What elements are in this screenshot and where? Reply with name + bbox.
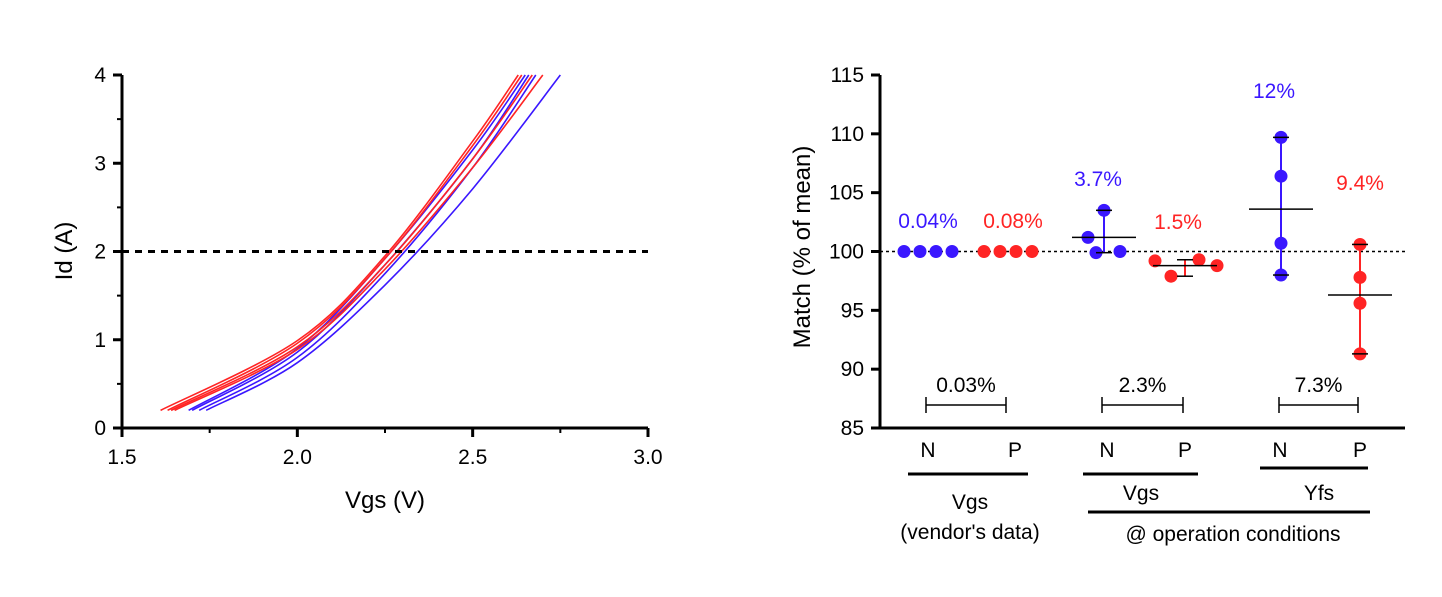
id-curve-blue-4 [188,74,526,412]
operation-conditions-label: @ operation conditions [1125,523,1340,546]
id-curve-red-6 [167,74,523,412]
y-tick-label: 2 [94,241,106,264]
y-axis-title: Id (A) [51,222,78,281]
x-ticks: 1.5 2.0 2.5 3.0 [107,428,663,469]
data-point [897,245,911,258]
y-ticks: 85 90 95 100 105 110 115 [829,64,880,440]
x-tick-label: 2.5 [458,446,487,469]
difference-brackets: 0.03% 2.3% 7.3% [925,374,1359,413]
x-tick-label: 3.0 [633,446,662,469]
y-tick-label: 4 [94,64,106,87]
y-tick-label: 90 [841,358,864,381]
group-label-vgs: Vgs [1123,482,1159,505]
difference-bracket-1: 2.3% [1101,374,1184,413]
id-vgs-curves [160,74,561,412]
data-point [1164,269,1178,283]
data-point [945,245,959,258]
id-curve-blue-1 [205,74,561,412]
y-axis-title: Match (% of mean) [789,146,816,349]
y-tick-label: 110 [831,123,864,146]
data-point [1353,270,1367,284]
column-5-red: 9.4% [1328,172,1392,361]
difference-label: 7.3% [1295,374,1343,397]
y-tick-label: 115 [831,64,864,87]
group-labels: Vgs (vendor's data) Vgs Yfs @ operation … [900,466,1370,546]
id-curve-blue-3 [191,74,530,412]
data-point [913,245,927,258]
sd-annotation: 9.4% [1336,172,1384,195]
y-tick-label: 1 [94,329,106,352]
category-label-n: N [1099,439,1114,462]
difference-label: 2.3% [1119,374,1167,397]
column-3-red: 1.5% [1148,211,1224,283]
sd-annotation: 0.04% [898,210,958,233]
y-tick-label: 105 [829,182,864,205]
data-point [1274,169,1288,183]
column-0-blue: 0.04% [897,210,959,258]
y-tick-label: 85 [841,417,864,440]
y-ticks: 0 1 2 3 4 [94,64,122,440]
category-label-p: P [1353,439,1367,462]
group-label-vendor-2: (vendor's data) [900,521,1039,544]
sd-annotation: 12% [1253,80,1295,103]
sd-annotation: 0.08% [983,210,1043,233]
column-1-red: 0.08% [977,210,1043,258]
y-tick-label: 95 [841,299,864,322]
x-axis-title: Vgs (V) [345,487,425,514]
difference-bracket-2: 7.3% [1278,374,1359,413]
match-chart: 0.04% 0.08% 3.7% 1.5% 12% 9.4% 85 90 95 100 105 11… [789,64,1405,546]
difference-bracket-0: 0.03% [925,374,1007,413]
x-tick-label: 1.5 [107,446,136,469]
data-point [1009,245,1023,258]
id-vgs-chart: 0 1 2 3 4 1.5 2.0 2.5 3.0 Id (A) Vgs (V) [51,64,663,514]
id-curve-red-7 [170,74,533,412]
category-label-p: P [1178,439,1192,462]
y-tick-label: 3 [94,152,106,175]
y-tick-label: 0 [94,417,106,440]
data-point [1274,236,1288,250]
id-curve-red-8 [174,74,544,412]
category-label-p: P [1008,439,1022,462]
match-points: 0.04% 0.08% 3.7% 1.5% 12% 9.4% [897,80,1392,361]
data-point [1192,253,1206,267]
data-point [1148,254,1162,268]
data-point [929,245,943,258]
id-curve-blue-2 [198,74,537,412]
sd-annotation: 1.5% [1154,211,1202,234]
data-point [1353,296,1367,310]
column-4-blue: 12% [1249,80,1313,282]
category-label-n: N [1272,439,1287,462]
data-point [1025,245,1039,258]
data-point [993,245,1007,258]
difference-label: 0.03% [936,374,996,397]
category-label-n: N [920,439,935,462]
data-point [1113,245,1127,258]
sd-annotation: 3.7% [1074,168,1122,191]
data-point [977,245,991,258]
y-tick-label: 100 [829,241,864,264]
group-label-yfs: Yfs [1304,482,1334,505]
id-curve-red-5 [160,74,519,412]
group-label-vendor-1: Vgs [952,491,988,514]
x-tick-label: 2.0 [283,446,312,469]
column-2-blue: 3.7% [1072,168,1136,260]
